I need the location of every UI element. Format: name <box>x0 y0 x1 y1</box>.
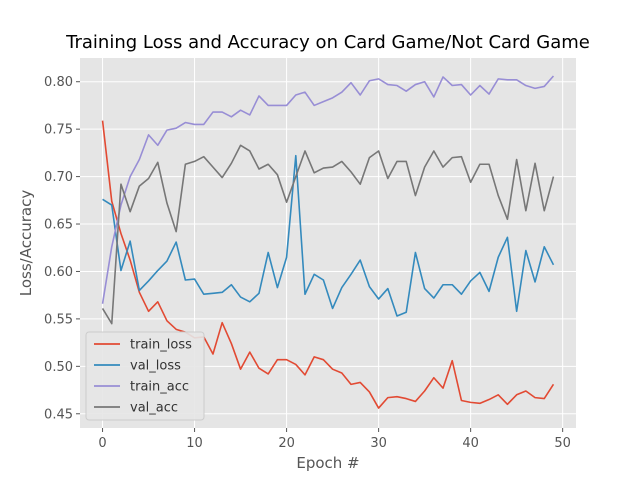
y-tick-label: 0.75 <box>44 123 73 138</box>
x-tick-label: 50 <box>554 436 571 451</box>
y-tick-label: 0.45 <box>44 407 73 422</box>
series-line-train-acc <box>101 75 555 304</box>
legend-label-train-loss: train_loss <box>130 338 192 353</box>
chart-title: Training Loss and Accuracy on Card Game/… <box>65 32 590 53</box>
y-axis-label: Loss/Accuracy <box>17 190 35 297</box>
legend-label-train-acc: train_acc <box>130 380 189 395</box>
x-tick-label: 20 <box>278 436 295 451</box>
series-lines <box>101 75 555 409</box>
series-line-val-loss <box>102 154 555 317</box>
y-tick-label: 0.80 <box>44 75 73 90</box>
y-tick-label: 0.50 <box>44 360 73 375</box>
x-axis-ticks: 0 10 20 30 40 50 <box>98 428 571 451</box>
y-tick-label: 0.65 <box>44 218 73 233</box>
series-line-val-acc <box>101 144 555 325</box>
x-tick-label: 30 <box>370 436 387 451</box>
x-axis-label: Epoch # <box>296 454 359 472</box>
legend: train_loss val_loss train_acc val_acc <box>85 331 205 421</box>
x-tick-label: 10 <box>186 436 203 451</box>
y-tick-label: 0.70 <box>44 170 73 185</box>
y-tick-label: 0.60 <box>44 265 73 280</box>
legend-label-val-loss: val_loss <box>130 359 181 374</box>
legend-label-val-acc: val_acc <box>130 401 178 416</box>
y-tick-label: 0.55 <box>44 312 73 327</box>
grid-lines <box>80 58 576 428</box>
x-tick-label: 0 <box>98 436 106 451</box>
series-line-train-loss <box>101 120 555 409</box>
y-axis-ticks: 0.45 0.50 0.55 0.60 0.65 0.70 0.75 0.80 <box>44 75 80 422</box>
legend-box <box>85 331 205 421</box>
x-tick-label: 40 <box>462 436 479 451</box>
